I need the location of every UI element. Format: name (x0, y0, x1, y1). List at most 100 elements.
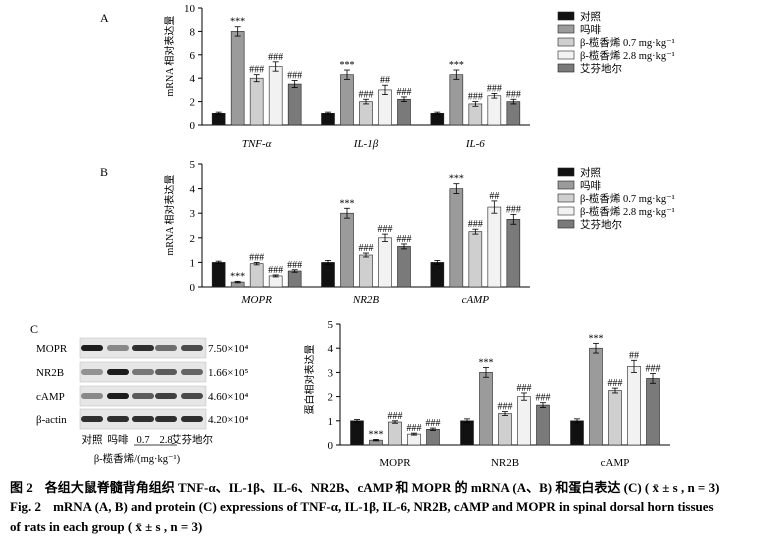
panel-c-bar (646, 378, 660, 446)
blot-band (132, 345, 154, 351)
panel-c-bar (460, 420, 474, 446)
panel-c-y-tick-label: 5 (328, 319, 334, 331)
panel-b-bar (359, 254, 373, 288)
panel-a-bar (249, 77, 264, 126)
blot-band (107, 369, 129, 375)
panel-a-y-tick-label: 10 (184, 3, 196, 15)
blot-lane-label: 对照 (82, 433, 103, 446)
panel-c-letter: C (30, 322, 38, 336)
panel-a-bar (211, 113, 226, 126)
blot-band (132, 393, 154, 399)
panel-b-legend-swatch (557, 167, 575, 177)
panel-a-significance-mark: ### (359, 89, 374, 100)
panel-a-legend-label: 对照 (580, 10, 601, 23)
caption-cn-number: 图 2 (10, 480, 33, 495)
panel-b-legend-label: β-榄香烯 2.8 mg·kg⁻¹ (580, 205, 675, 218)
panel-c-y-tick-label: 0 (328, 440, 334, 452)
blot-band (155, 345, 177, 351)
panel-a-legend-swatch (557, 50, 575, 60)
panel-a-category-label: IL-1β (353, 138, 379, 150)
panel-b-category-label: NR2B (352, 294, 380, 306)
panel-b-legend-swatch (557, 206, 575, 216)
panel-a-y-tick-label: 6 (190, 50, 196, 62)
panel-b-category-label: MOPR (240, 294, 272, 306)
blot-band (81, 369, 103, 375)
panel-b-significance-mark: ### (359, 243, 374, 254)
panel-a-significance-mark: ### (268, 52, 283, 63)
panel-b-legend-swatch (557, 180, 575, 190)
panel-a-y-tick-label: 2 (190, 97, 196, 109)
panel-b-bar (430, 262, 445, 288)
caption-cn-text: 各组大鼠脊髓背角组织 TNF-α、IL-1β、IL-6、NR2B、cAMP 和 … (44, 480, 720, 495)
blot-band (181, 393, 203, 399)
blot-row-label: NR2B (36, 367, 64, 379)
blot-band (132, 416, 154, 422)
panel-c-bar (570, 420, 584, 446)
panel-b-significance-mark: ### (249, 252, 264, 263)
panel-b-legend-label: 吗啡 (580, 180, 601, 192)
blot-band (81, 416, 103, 422)
panel-c-bar (479, 372, 493, 446)
blot-lane-label: 0.7 (136, 435, 149, 446)
panel-c-significance-mark: ### (498, 402, 513, 413)
panel-a-significance-mark: ### (468, 92, 483, 103)
panel-c-bar (627, 366, 641, 446)
blot-molecular-weight: 4.20×10⁴ (208, 414, 248, 426)
panel-a-significance-mark: ### (287, 71, 302, 82)
panel-a-category-label: TNF-α (242, 138, 272, 150)
blot-band (155, 416, 177, 422)
panel-c-significance-mark: ## (629, 350, 639, 361)
panel-a-bar (487, 95, 502, 126)
panel-b-legend-label: 艾芬地尔 (580, 218, 622, 231)
panel-a-bar (230, 31, 245, 126)
panel-a-bar (321, 113, 335, 126)
blot-band (107, 416, 129, 422)
panel-c-bar (536, 404, 550, 446)
panel-b-bar (211, 262, 226, 288)
blot-row-label: cAMP (36, 391, 65, 403)
panel-c-significance-mark: ### (517, 383, 532, 394)
panel-b-y-tick-label: 3 (190, 208, 196, 220)
blot-row-label: MOPR (36, 343, 68, 355)
panel-a-significance-mark: ### (506, 89, 521, 100)
panel-a-significance-mark: ### (397, 87, 412, 98)
panel-a-legend-swatch (557, 24, 575, 34)
panel-c-y-tick-label: 1 (328, 416, 334, 428)
caption-en-text2: of rats in each group ( x̄ ± s , n = 3) (10, 519, 203, 534)
panel-b-category-label: cAMP (462, 294, 490, 306)
blot-band (81, 345, 103, 351)
panel-b-significance-mark: ### (397, 234, 412, 245)
panel-c-bar (608, 390, 622, 446)
panel-a-bar (430, 113, 445, 126)
panel-a-legend-label: β-榄香烯 0.7 mg·kg⁻¹ (580, 36, 675, 49)
panel-c-significance-mark: *** (369, 429, 384, 440)
panel-c-significance-mark: ### (608, 378, 623, 389)
panel-a-letter: A (100, 11, 109, 25)
panel-a-legend-swatch (557, 11, 575, 21)
panel-c-bar (498, 413, 512, 446)
panel-a-bar (378, 89, 392, 126)
blot-molecular-weight: 7.50×10⁴ (208, 343, 248, 355)
panel-a-bar (468, 103, 483, 126)
panel-b-significance-mark: *** (340, 198, 355, 209)
panel-c-bar (407, 433, 421, 446)
panel-b-significance-mark: ### (287, 260, 302, 271)
caption-chinese: 图 2 各组大鼠脊髓背角组织 TNF-α、IL-1β、IL-6、NR2B、cAMP… (10, 478, 760, 498)
blot-band (132, 369, 154, 375)
panel-a-legend-swatch (557, 63, 575, 73)
panel-c-bar (517, 396, 531, 446)
panel-a-bar (340, 74, 354, 126)
blot-band (181, 345, 203, 351)
panel-a-legend-swatch (557, 37, 575, 47)
panel-b-y-tick-label: 4 (190, 184, 196, 196)
blot-lane-label: 2.8 (159, 435, 172, 446)
panel-c-y-tick-label: 4 (328, 343, 334, 355)
panel-a-bar (397, 98, 411, 126)
blot-band (155, 393, 177, 399)
panel-b-legend-swatch (557, 219, 575, 229)
panel-b-bar (287, 270, 302, 288)
panel-b-bar (249, 263, 264, 288)
panel-a-significance-mark: *** (449, 60, 464, 71)
panel-a-legend-label: 吗啡 (580, 24, 601, 36)
panel-b-legend-swatch (557, 193, 575, 203)
